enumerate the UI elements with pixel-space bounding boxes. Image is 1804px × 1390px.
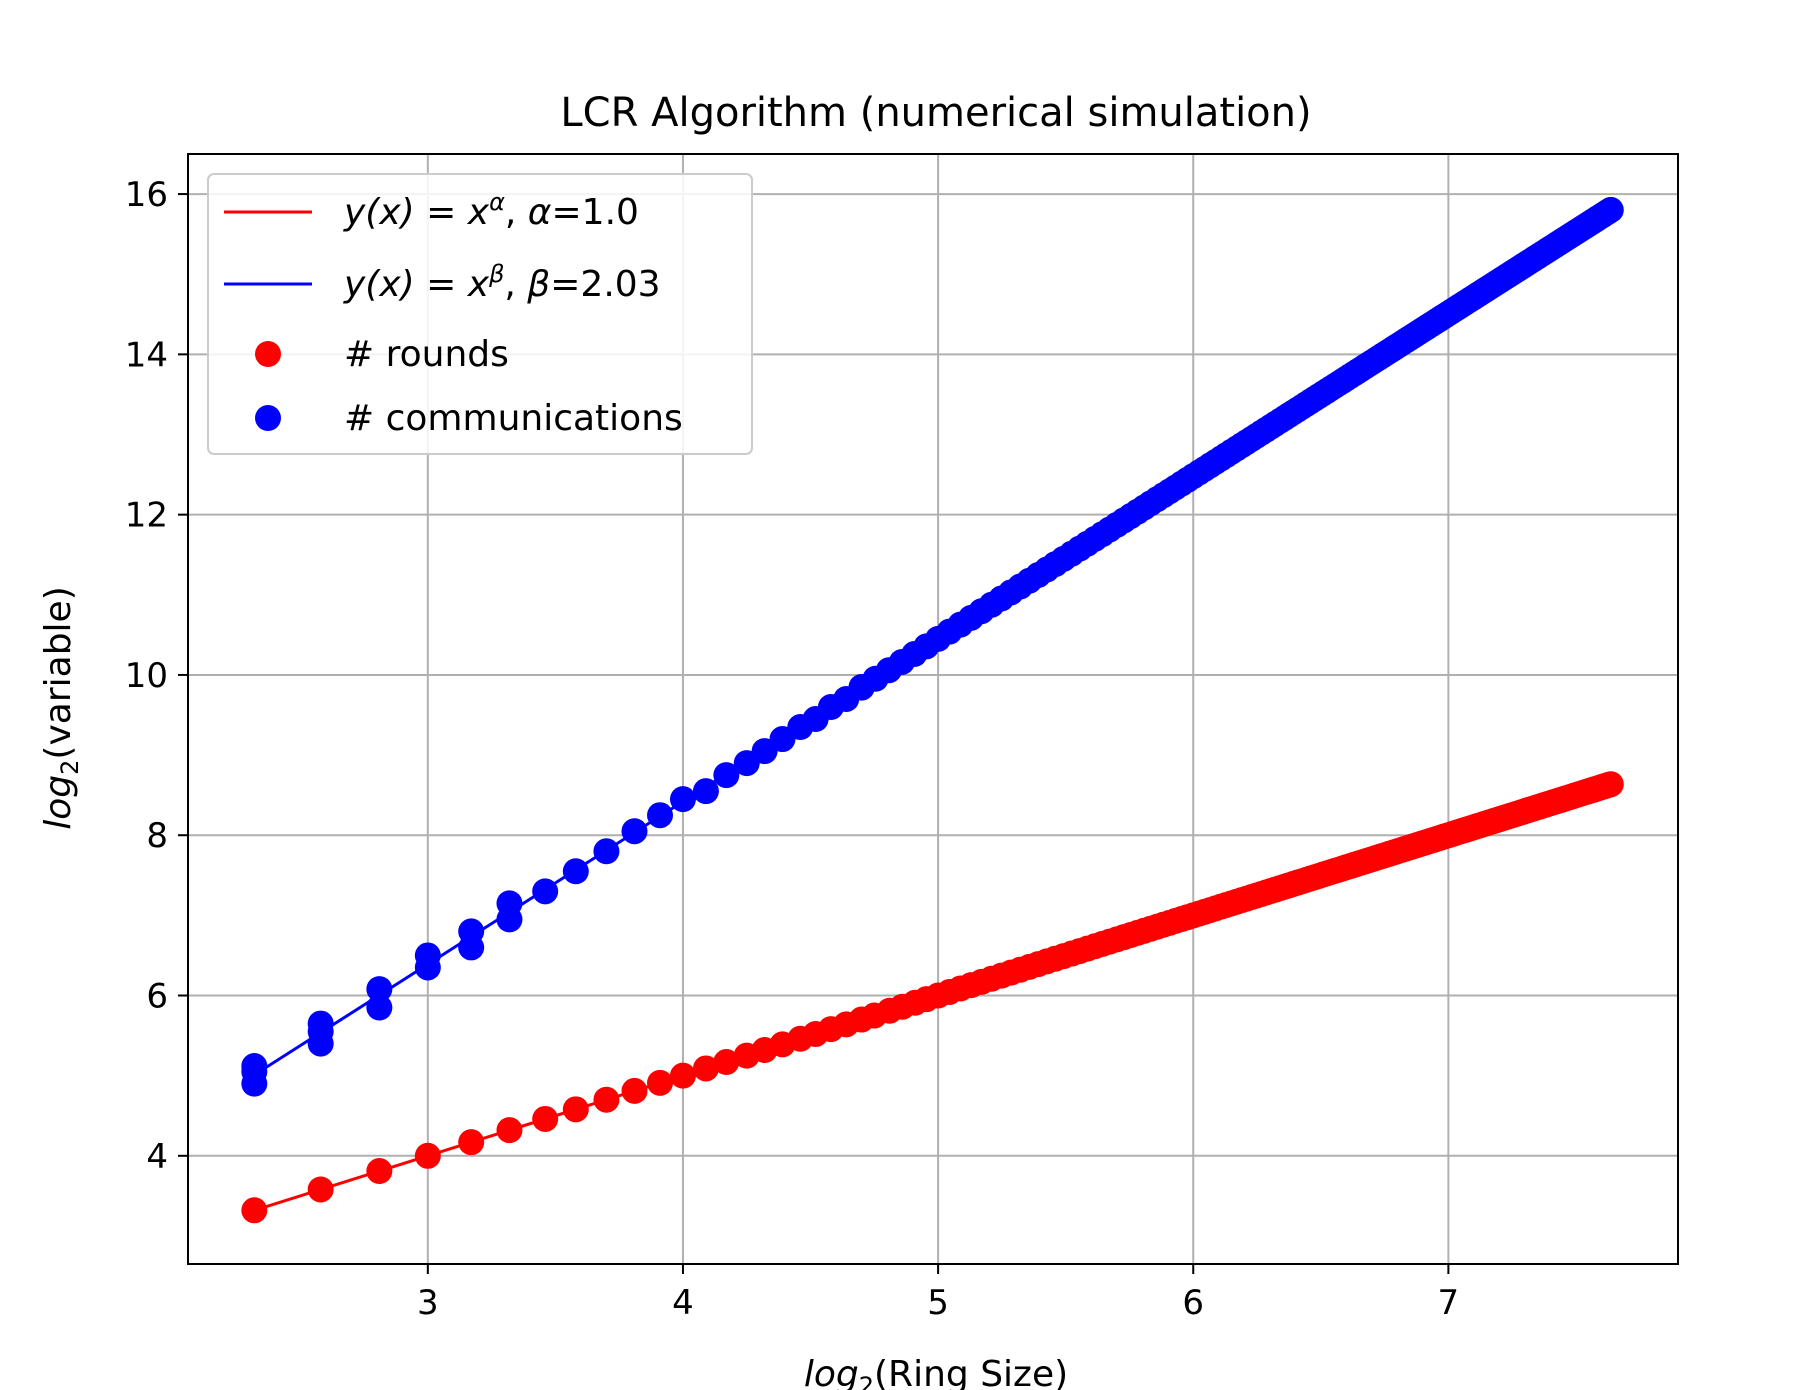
x-axis-label: log2(Ring Size)	[804, 1354, 1068, 1390]
data-point	[496, 890, 523, 917]
legend-swatch-communications	[255, 405, 281, 431]
y-tick-label: 6	[146, 977, 168, 1017]
y-tick-label: 4	[146, 1137, 168, 1177]
axis-ticks: 3 4 5 6 7 4 6 8 10 12 14 16	[125, 175, 1459, 1323]
legend-label-rounds: # rounds	[344, 334, 509, 375]
y-tick-label: 14	[125, 335, 168, 375]
fit-line	[253, 782, 1613, 1212]
legend-box	[207, 173, 753, 455]
legend-label-alpha-line: y(x) = xα, α=1.0	[343, 188, 639, 233]
y-axis-label-sub: 2	[56, 760, 84, 775]
y-tick-label: 8	[146, 816, 168, 856]
data-point	[458, 918, 485, 945]
y-tick-label: 10	[125, 656, 168, 696]
y-tick-label: 16	[125, 175, 168, 215]
legend-label-beta-line: y(x) = xβ, β=2.03	[343, 260, 661, 305]
x-tick-label: 3	[417, 1283, 439, 1323]
plot-data	[241, 196, 1624, 1224]
legend-label-communications: # communications	[344, 398, 683, 439]
chart-title: LCR Algorithm (numerical simulation)	[560, 90, 1311, 136]
data-point	[241, 1053, 268, 1080]
-rounds-points	[241, 771, 1624, 1224]
data-point	[366, 976, 393, 1003]
data-point	[692, 778, 719, 805]
y-axis-label-log: log	[38, 775, 79, 830]
legend: y(x) = xα, α=1.0 y(x) = xβ, β=2.03 # rou…	[207, 173, 753, 455]
x-tick-label: 6	[1182, 1283, 1204, 1323]
x-tick-label: 5	[927, 1283, 949, 1323]
plot-frame	[187, 153, 1679, 1265]
y-axis-label: log2(variable)	[38, 586, 84, 830]
y-axis-label-rest: (variable)	[38, 586, 79, 759]
x-axis-label-rest: (Ring Size)	[874, 1354, 1068, 1390]
x-axis-label-sub: 2	[859, 1372, 874, 1390]
x-tick-label: 7	[1438, 1283, 1460, 1323]
data-point	[414, 942, 441, 969]
legend-swatch-rounds	[255, 341, 281, 367]
x-axis-label-log: log	[804, 1354, 859, 1390]
fit-line	[253, 208, 1613, 1077]
y-tick-label: 12	[125, 496, 168, 536]
x-tick-label: 4	[672, 1283, 694, 1323]
